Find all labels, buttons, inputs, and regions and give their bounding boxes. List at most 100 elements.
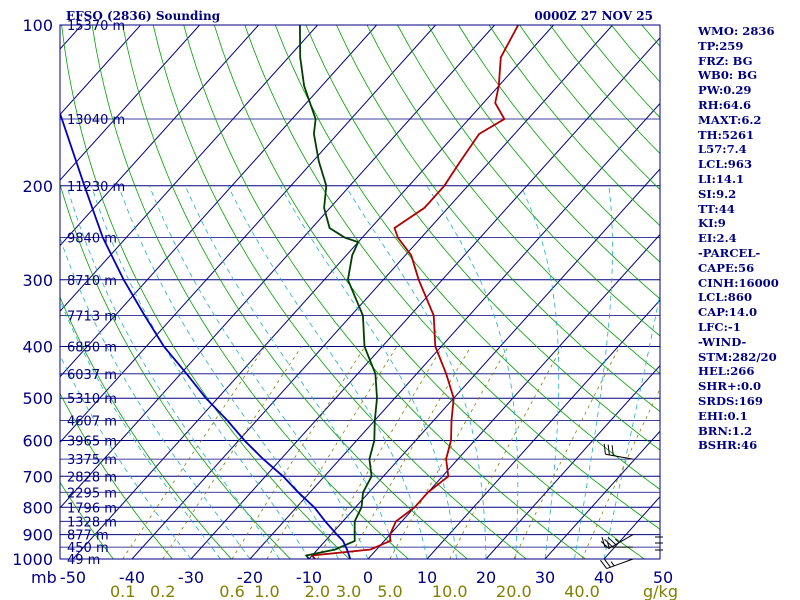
sounding-traces [60,25,519,559]
temperature-tick-label: 30 [535,568,555,587]
height-label: 1328 m [67,515,117,530]
index-item: RH:64.6 [698,97,752,112]
mixing-ratio-tick-label: 1.0 [254,582,279,600]
wind-barb-flag [603,558,611,568]
index-item: SRDS:169 [698,393,763,408]
height-label: 4607 m [67,414,117,429]
isotherm-line [190,37,660,559]
index-item: -WIND- [698,334,747,349]
index-item: TP:259 [698,38,744,53]
isotherm-line [426,299,660,559]
temperature-tick-label: 40 [594,568,614,587]
wind-barb-half-flag [610,561,615,567]
dry-adiabat [458,25,660,263]
dry-adiabat [274,25,660,490]
mixing-ratio-unit-label: g/kg [643,582,678,600]
height-label: 9840 m [67,231,117,246]
dry-adiabat [183,25,586,559]
temperature-tick-label: -40 [119,568,145,587]
moist-adiabat [91,185,310,559]
mixing-ratio-tick-label: 5.0 [377,582,402,600]
index-item: CAPE:56 [698,260,755,275]
height-label: 3965 m [67,435,117,450]
height-label: 6037 m [67,368,117,383]
dry-adiabat [305,25,660,451]
height-label: 11230 m [67,180,125,195]
pressure-tick-label: 200 [22,177,53,196]
index-item: -PARCEL- [698,245,761,260]
dry-adiabat [366,25,660,374]
index-item: TT:44 [698,201,735,216]
pressure-tick-label: 100 [22,16,53,35]
mixing-ratio-tick-label: 2.0 [305,582,330,600]
height-label: 2828 m [67,470,117,485]
mixing-ratio-tick-label: 10.0 [432,582,468,600]
index-item: HEL:266 [698,364,755,379]
index-item: PW:0.29 [698,83,752,98]
index-item: LCL:963 [698,157,753,172]
pressure-tick-label: 700 [22,467,53,486]
height-label: 15370 m [67,19,125,34]
height-label: 2295 m [67,486,117,501]
index-item: WB0: BG [698,68,758,83]
temperature-tick-label: 10 [417,568,437,587]
mixing-ratio-line [317,346,443,559]
wind-barb-flag [604,539,613,547]
pressure-tick-label: 1000 [12,550,53,569]
dry-adiabat [336,25,660,413]
pressure-tick-label: 800 [22,498,53,517]
isotherm-line [60,25,200,181]
dry-adiabat [60,481,114,559]
wind-barb-flag [600,559,608,569]
dry-adiabat [152,25,527,559]
index-item: LFC:-1 [698,319,741,334]
wind-barb-half-flag [607,541,610,548]
index-item: EI:2.4 [698,231,737,246]
dry-adiabat [397,25,660,337]
height-label: 49 m [67,553,100,568]
wind-barb-flag [601,536,606,548]
wind-barbs [600,443,663,570]
height-label: 7713 m [67,310,117,325]
mixing-ratio-tick-label: 0.6 [219,582,244,600]
mixing-ratio-tick-label: 0.1 [110,582,135,600]
height-label: 450 m [67,541,109,556]
index-item: LCL:860 [698,290,753,305]
wind-barb [601,536,633,548]
mixing-ratio-line [162,346,302,559]
mixing-ratio-line [389,346,509,559]
index-item: FRZ: BG [698,53,753,68]
dry-adiabat [427,25,660,300]
isotherm-line [485,364,660,559]
valid-time: 0000Z 27 NOV 25 [534,9,653,23]
temperature-tick-label: 50 [653,568,673,587]
isotherm-line [60,25,318,312]
wind-barb-flag [603,443,606,455]
moist-adiabat [227,185,428,559]
height-label: 1796 m [67,501,117,516]
isotherm-line [60,25,436,444]
chart-title: EFSO (2836) Sounding [66,9,221,23]
mixing-ratio-tick-label: 20.0 [496,582,532,600]
wind-barb-flag [607,537,617,545]
temperature-tick-label: -10 [296,568,322,587]
moist-adiabat [345,185,487,559]
isotherm-line [60,25,377,378]
height-label: 5310 m [67,392,117,407]
pressure-tick-label: 600 [22,432,53,451]
isotherm-line [308,168,660,559]
temperature-tick-label: -30 [178,568,204,587]
pressure-tick-label: 300 [22,271,53,290]
grid-lines [60,25,660,559]
index-item: BSHR:46 [698,438,758,453]
dry-adiabat [60,296,232,559]
mixing-ratio-tick-label: 40.0 [564,582,600,600]
index-item: CINH:16000 [698,275,779,290]
index-item: EHI:0.1 [698,408,748,423]
dewpoint-trace [299,25,378,559]
wind-barb-staff [608,534,634,549]
mixing-ratio-line [513,346,620,559]
parcel-trace [60,110,352,559]
temperature-tick-label: 20 [476,568,496,587]
